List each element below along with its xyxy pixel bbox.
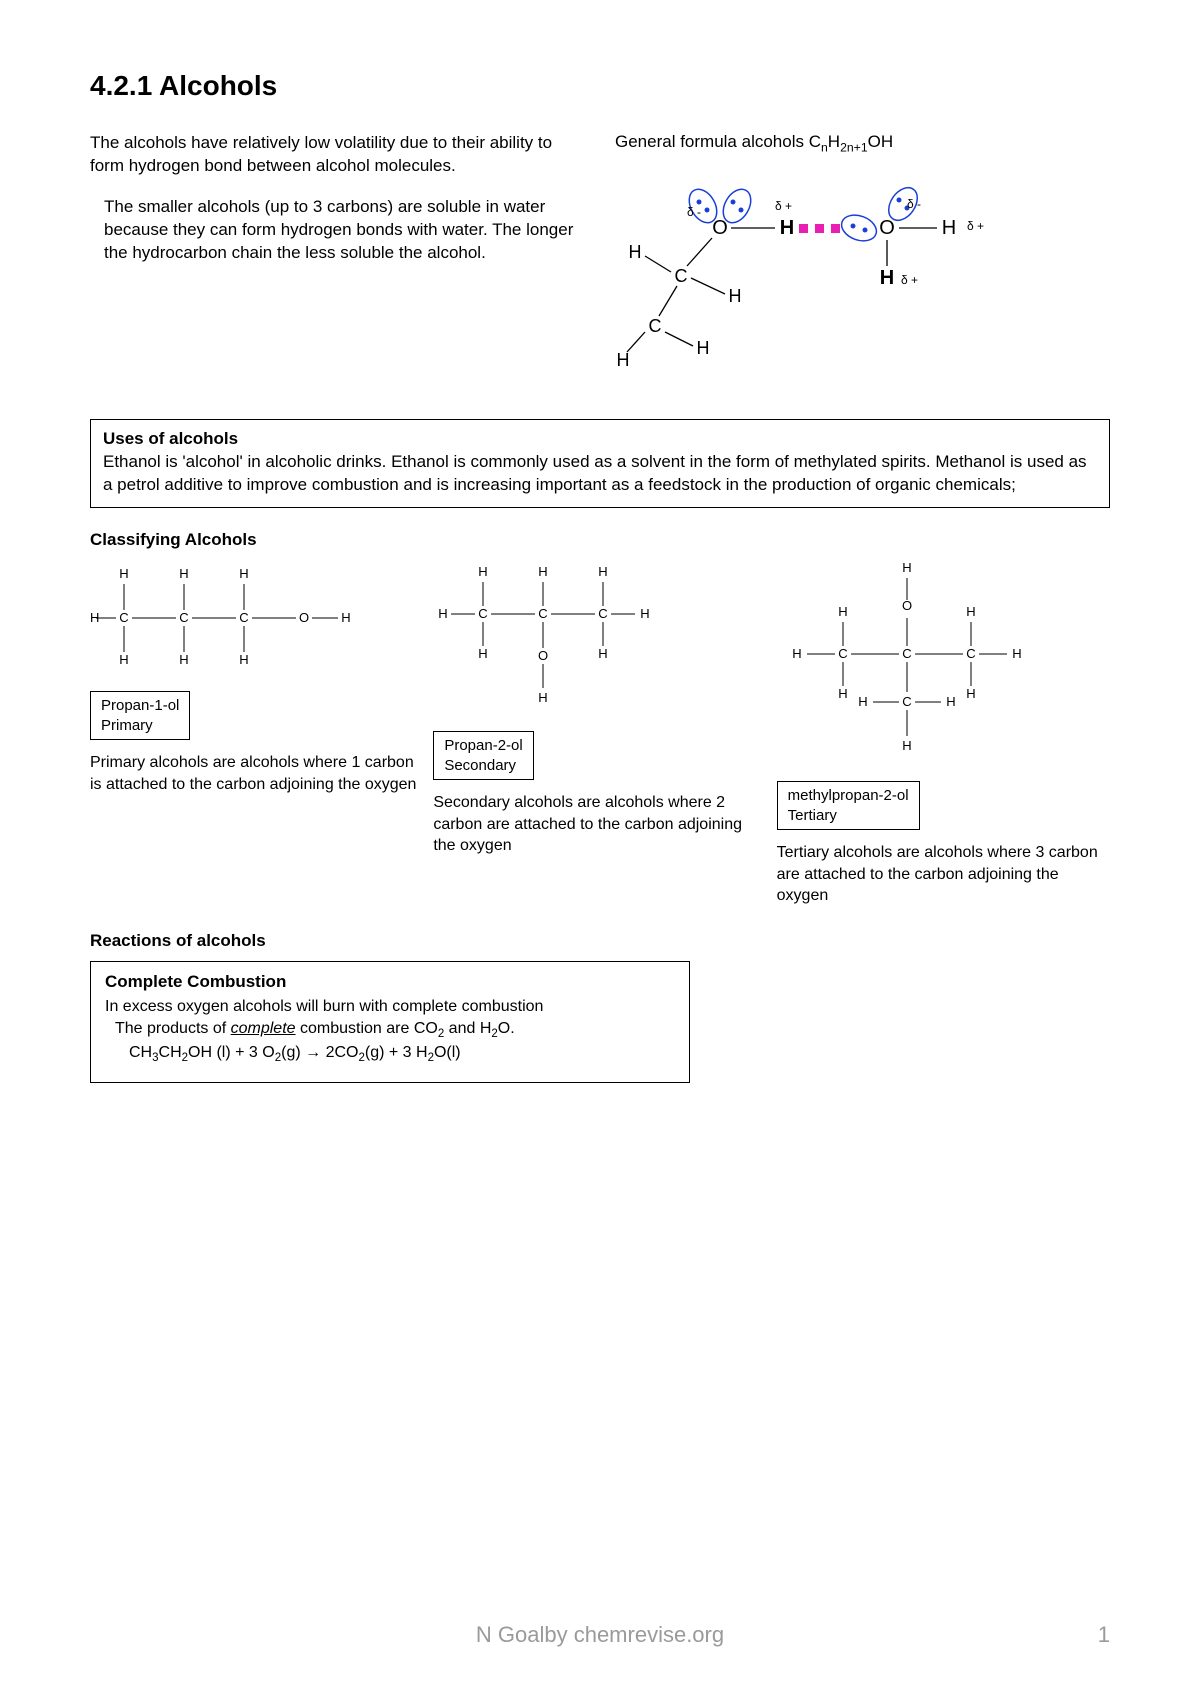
page-number: 1 bbox=[1098, 1622, 1110, 1648]
svg-text:H: H bbox=[838, 686, 847, 701]
svg-text:H: H bbox=[902, 560, 911, 575]
tertiary-desc: Tertiary alcohols are alcohols where 3 c… bbox=[777, 842, 1110, 907]
svg-text:C: C bbox=[966, 646, 975, 661]
svg-text:H: H bbox=[90, 610, 99, 625]
hydrogen-bond-diagram: O H δ + O δ - bbox=[615, 174, 1015, 394]
svg-text:C: C bbox=[649, 316, 662, 336]
svg-text:C: C bbox=[902, 646, 911, 661]
svg-text:H: H bbox=[629, 242, 642, 262]
svg-text:H: H bbox=[179, 652, 188, 667]
svg-text:H: H bbox=[792, 646, 801, 661]
svg-text:H: H bbox=[697, 338, 710, 358]
intro-para-2: The smaller alcohols (up to 3 carbons) a… bbox=[90, 196, 585, 265]
svg-text:H: H bbox=[599, 646, 608, 661]
svg-text:δ +: δ + bbox=[967, 219, 984, 233]
svg-text:O: O bbox=[538, 648, 548, 663]
combustion-line2: The products of complete combustion are … bbox=[105, 1020, 675, 1040]
svg-text:H: H bbox=[479, 646, 488, 661]
svg-text:H: H bbox=[729, 286, 742, 306]
combustion-equation: CH3CH2OH (l) + 3 O2(g) → 2CO2(g) + 3 H2O… bbox=[105, 1044, 675, 1064]
propan1ol-structure: C C C O H H H H H H H H bbox=[90, 560, 350, 680]
svg-text:H: H bbox=[838, 604, 847, 619]
uses-body: Ethanol is 'alcohol' in alcoholic drinks… bbox=[103, 452, 1087, 494]
svg-text:H: H bbox=[539, 690, 548, 705]
svg-text:C: C bbox=[539, 606, 548, 621]
methylpropan2ol-structure: C C C H H H H H H O H C bbox=[777, 560, 1037, 770]
footer-credit: N Goalby chemrevise.org bbox=[0, 1622, 1200, 1648]
svg-text:H: H bbox=[641, 606, 650, 621]
svg-text:H: H bbox=[179, 566, 188, 581]
secondary-label-box: Propan-2-ol Secondary bbox=[433, 731, 533, 780]
svg-text:C: C bbox=[479, 606, 488, 621]
primary-col: C C C O H H H H H H H H bbox=[90, 560, 423, 795]
page-title: 4.2.1 Alcohols bbox=[90, 70, 1110, 102]
classifying-heading: Classifying Alcohols bbox=[90, 530, 1110, 550]
tertiary-label-box: methylpropan-2-ol Tertiary bbox=[777, 781, 920, 830]
secondary-col: C C C H H H H H H H O H Propa bbox=[433, 560, 766, 857]
svg-text:C: C bbox=[675, 266, 688, 286]
intro-para-1: The alcohols have relatively low volatil… bbox=[90, 132, 585, 178]
primary-desc: Primary alcohols are alcohols where 1 ca… bbox=[90, 752, 423, 795]
svg-text:O: O bbox=[902, 598, 912, 613]
combustion-line1: In excess oxygen alcohols will burn with… bbox=[105, 998, 675, 1016]
svg-text:C: C bbox=[239, 610, 248, 625]
svg-text:H: H bbox=[239, 566, 248, 581]
reactions-heading: Reactions of alcohols bbox=[90, 931, 1110, 951]
combustion-box: Complete Combustion In excess oxygen alc… bbox=[90, 961, 690, 1083]
svg-text:H: H bbox=[946, 694, 955, 709]
svg-text:C: C bbox=[179, 610, 188, 625]
svg-text:H: H bbox=[341, 610, 350, 625]
svg-text:C: C bbox=[119, 610, 128, 625]
svg-text:O: O bbox=[299, 610, 309, 625]
uses-box: Uses of alcohols Ethanol is 'alcohol' in… bbox=[90, 419, 1110, 508]
svg-text:H: H bbox=[942, 217, 956, 239]
svg-text:δ -: δ - bbox=[687, 205, 701, 219]
svg-text:δ +: δ + bbox=[775, 199, 792, 213]
svg-text:H: H bbox=[966, 604, 975, 619]
svg-text:H: H bbox=[880, 267, 894, 289]
svg-text:H: H bbox=[239, 652, 248, 667]
uses-title: Uses of alcohols bbox=[103, 429, 238, 448]
svg-text:O: O bbox=[879, 217, 895, 239]
svg-text:δ -: δ - bbox=[907, 197, 921, 211]
svg-text:H: H bbox=[599, 564, 608, 579]
svg-text:H: H bbox=[439, 606, 448, 621]
svg-text:H: H bbox=[119, 566, 128, 581]
svg-text:C: C bbox=[838, 646, 847, 661]
svg-text:H: H bbox=[119, 652, 128, 667]
svg-text:δ +: δ + bbox=[901, 273, 918, 287]
propan2ol-structure: C C C H H H H H H H O H bbox=[433, 560, 673, 720]
svg-text:C: C bbox=[902, 694, 911, 709]
secondary-desc: Secondary alcohols are alcohols where 2 … bbox=[433, 792, 766, 857]
combustion-title: Complete Combustion bbox=[105, 972, 675, 992]
primary-label-box: Propan-1-ol Primary bbox=[90, 691, 190, 740]
general-formula: General formula alcohols CnH2n+1OH bbox=[615, 132, 1110, 154]
svg-text:C: C bbox=[599, 606, 608, 621]
svg-text:H: H bbox=[539, 564, 548, 579]
svg-text:H: H bbox=[617, 350, 630, 370]
svg-text:H: H bbox=[479, 564, 488, 579]
svg-text:H: H bbox=[858, 694, 867, 709]
svg-text:H: H bbox=[902, 738, 911, 753]
svg-text:H: H bbox=[966, 686, 975, 701]
tertiary-col: C C C H H H H H H O H C bbox=[777, 560, 1110, 907]
svg-text:H: H bbox=[1012, 646, 1021, 661]
svg-text:H: H bbox=[780, 217, 794, 239]
